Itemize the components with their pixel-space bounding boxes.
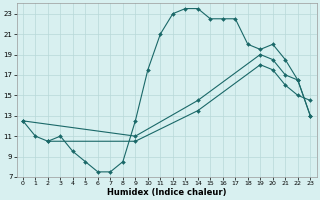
X-axis label: Humidex (Indice chaleur): Humidex (Indice chaleur) xyxy=(107,188,226,197)
